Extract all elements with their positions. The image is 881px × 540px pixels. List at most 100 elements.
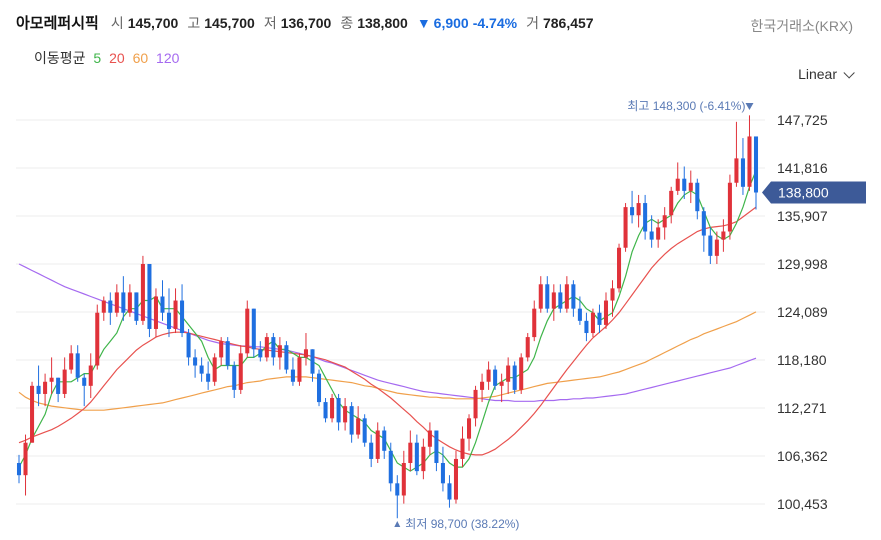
low-value: 136,700 [280, 15, 332, 31]
scale-label: Linear [798, 66, 837, 82]
y-tick-label: 106,362 [777, 448, 828, 464]
candle-body [43, 381, 48, 394]
candle-body [36, 385, 41, 394]
candle-body [180, 300, 185, 334]
candle-body [49, 377, 54, 382]
ma-legend-20: 20 [109, 50, 125, 66]
candle-body [460, 438, 465, 459]
candle-body [532, 308, 537, 338]
candle-body [617, 247, 622, 289]
candle-body [493, 369, 498, 386]
high-label: 고 [187, 15, 201, 31]
candle-body [382, 430, 387, 451]
candle-body [82, 377, 87, 386]
min-price-annotation: 최저 98,700 (38.22%) [405, 517, 519, 531]
candle-body [271, 337, 276, 358]
candle-body [721, 231, 726, 240]
close-label: 종 [340, 15, 354, 31]
candle-body [121, 292, 126, 313]
candle-body [695, 182, 700, 212]
candle-body [486, 369, 491, 382]
candle-body [336, 398, 341, 423]
y-tick-label: 100,453 [777, 496, 828, 512]
price-summary: 아모레퍼시픽 시 145,700 고 145,700 저 136,700 종 1… [16, 12, 603, 33]
ma-legend-5: 5 [93, 50, 102, 66]
candle-body [297, 357, 302, 382]
candle-body [701, 211, 706, 236]
candle-body [114, 292, 119, 313]
candle-body [388, 450, 393, 484]
candle-body [303, 349, 308, 358]
candle-body [623, 207, 628, 248]
candle-body [232, 365, 237, 390]
y-tick-label: 141,816 [777, 160, 828, 176]
volume-label: 거 [526, 15, 539, 31]
y-tick-label: 135,907 [777, 208, 828, 224]
candle-body [603, 300, 609, 325]
candle-body [206, 373, 211, 382]
candle-body [688, 182, 693, 191]
candle-body [421, 446, 426, 472]
candle-body [238, 353, 243, 390]
candle-body [349, 406, 354, 435]
volume-value: 786,457 [542, 15, 594, 31]
candle-body [108, 300, 113, 313]
candle-body [519, 357, 524, 390]
candle-body [395, 483, 400, 496]
exchange-label: 한국거래소(KRX) [750, 18, 853, 34]
candle-body [69, 353, 74, 370]
candle-body [675, 178, 680, 191]
candle-body [88, 365, 93, 386]
candle-body [577, 308, 582, 321]
candle-body [414, 442, 419, 472]
open-value: 145,700 [127, 15, 179, 31]
candle-body [23, 442, 28, 476]
candle-body [16, 463, 22, 476]
candle-body [225, 341, 230, 366]
candle-body [708, 235, 713, 256]
candle-body [427, 430, 432, 447]
candle-body [75, 353, 80, 378]
open-label: 시 [110, 15, 124, 31]
candle-body [597, 312, 602, 325]
max-price-annotation: 최고 148,300 (-6.41%) [627, 99, 745, 113]
candle-body [740, 158, 745, 187]
scale-dropdown[interactable]: Linear [798, 66, 855, 82]
candle-body [316, 373, 322, 403]
candle-body [310, 349, 315, 374]
candle-body [747, 136, 752, 187]
y-tick-label: 147,725 [777, 112, 828, 128]
stock-name: 아모레퍼시픽 [16, 15, 99, 32]
change-value: 6,900 [433, 15, 469, 31]
candle-body [473, 389, 478, 419]
ma20-line [18, 206, 757, 456]
candle-body [375, 430, 380, 459]
candle-body [571, 284, 576, 309]
candle-body [734, 158, 739, 183]
candle-body [199, 365, 204, 374]
candle-body [356, 418, 361, 435]
candle-body [290, 369, 295, 382]
y-tick-label: 124,089 [777, 304, 828, 320]
candle-body [682, 178, 687, 191]
candle-body [258, 349, 263, 358]
candle-body [330, 398, 335, 419]
candle-body [453, 458, 459, 500]
candle-body [134, 292, 139, 321]
candle-body [30, 385, 35, 443]
current-price-label: 138,800 [778, 184, 829, 200]
candle-body [101, 300, 106, 313]
candle-body [166, 312, 172, 329]
candle-body [401, 463, 406, 496]
candle-body [447, 483, 452, 500]
candle-body [610, 288, 615, 301]
candle-body [127, 292, 132, 313]
y-tick-label: 129,998 [777, 256, 828, 272]
ma-legend-60: 60 [132, 50, 149, 66]
candle-body [727, 182, 732, 232]
candle-body [440, 463, 445, 484]
candle-body [251, 308, 256, 350]
candle-body [669, 190, 674, 216]
candle-body [62, 369, 67, 394]
